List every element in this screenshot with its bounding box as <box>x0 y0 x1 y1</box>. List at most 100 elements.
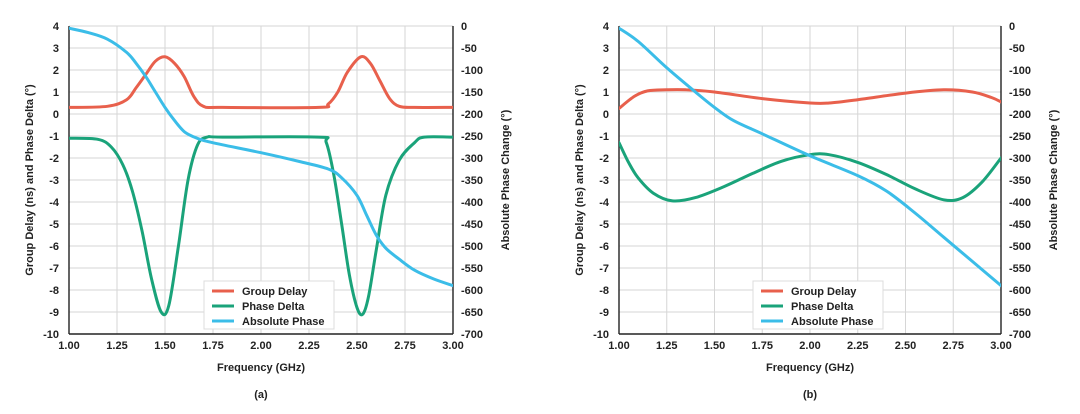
legend-label-phase-delta: Phase Delta <box>791 301 854 313</box>
legend-label-group-delay: Group Delay <box>242 286 308 298</box>
y-right-tick-label: -600 <box>1009 285 1031 297</box>
y-left-tick-label: -7 <box>599 263 609 275</box>
y-right-tick-label: -450 <box>461 219 483 231</box>
series-line-phase-delta <box>69 135 453 317</box>
y-right-tick-label: -400 <box>1009 197 1031 209</box>
legend: Group Delay Phase Delta Absolute Phase <box>203 280 335 330</box>
y-right-tick-label: -200 <box>461 109 483 121</box>
y-right-tick-label: 0 <box>1009 21 1015 33</box>
x-tick-label: 1.00 <box>608 340 629 352</box>
y-right-tick-label: -350 <box>461 175 483 187</box>
y-left-tick-label: -1 <box>49 131 59 143</box>
y-right-tick-label: -700 <box>461 329 483 341</box>
legend: Group Delay Phase Delta Absolute Phase <box>752 280 884 330</box>
y-left-tick-label: -2 <box>599 153 609 165</box>
y-left-tick-label: 0 <box>53 109 59 121</box>
y-left-tick-label: -9 <box>49 307 59 319</box>
x-tick-label: 1.25 <box>656 340 677 352</box>
x-tick-label: 3.00 <box>990 340 1011 352</box>
y-left-tick-label: -6 <box>599 241 609 253</box>
series-group <box>69 26 453 317</box>
x-tick-label: 2.25 <box>298 340 319 352</box>
x-axis-title: Frequency (GHz) <box>766 362 854 374</box>
x-tick-label: 3.00 <box>442 340 463 352</box>
y-left-tick-label: -2 <box>49 153 59 165</box>
y-left-tick-label: 2 <box>53 65 59 77</box>
series-line-group-delay <box>619 88 1001 110</box>
y-left-tick-label: -4 <box>599 197 610 209</box>
y-right-tick-label: -150 <box>461 87 483 99</box>
y-right-tick-label: -100 <box>1009 65 1031 77</box>
y-left-tick-label: 0 <box>603 109 609 121</box>
y-left-tick-label: -7 <box>49 263 59 275</box>
y-right-tick-label: -350 <box>1009 175 1031 187</box>
y-left-tick-label: -10 <box>43 329 59 341</box>
x-tick-label: 1.50 <box>154 340 175 352</box>
chart-panel-b: 1.00 1.25 1.50 1.75 2.00 2.25 2.50 2.75 3.00 4 3 2 1… <box>574 21 1060 401</box>
x-tick-label: 2.00 <box>250 340 271 352</box>
y-right-tick-label: -200 <box>1009 109 1031 121</box>
y-right-axis-title: Absolute Phase Change (°) <box>500 109 512 250</box>
y-left-tick-label: -3 <box>599 175 609 187</box>
x-tick-label: 2.50 <box>895 340 916 352</box>
series-line-absolute-phase <box>619 26 1001 288</box>
x-tick-label: 2.75 <box>394 340 415 352</box>
legend-label-absolute-phase: Absolute Phase <box>791 316 874 328</box>
series-group <box>619 26 1001 288</box>
y-left-tick-label: -8 <box>49 285 59 297</box>
chart-panel-a: 1.00 1.25 1.50 1.75 2.00 2.25 2.50 2.75 3.00 4 3 2 1… <box>24 21 512 401</box>
x-tick-label: 1.50 <box>704 340 725 352</box>
y-right-tick-label: -650 <box>461 307 483 319</box>
legend-label-phase-delta: Phase Delta <box>242 301 305 313</box>
x-tick-label: 2.50 <box>346 340 367 352</box>
y-left-tick-label: -9 <box>599 307 609 319</box>
y-left-axis-title: Group Delay (ns) and Phase Delta (°) <box>574 84 586 276</box>
y-right-tick-label: -600 <box>461 285 483 297</box>
y-right-tick-label: -500 <box>461 241 483 253</box>
x-tick-label: 1.25 <box>106 340 127 352</box>
y-right-tick-label: -700 <box>1009 329 1031 341</box>
y-right-tick-label: -50 <box>1009 43 1025 55</box>
y-left-tick-label: -6 <box>49 241 59 253</box>
panel-label: (b) <box>803 389 817 401</box>
y-left-tick-label: 3 <box>53 43 59 55</box>
y-left-tick-label: 4 <box>603 21 610 33</box>
y-left-tick-label: -5 <box>599 219 609 231</box>
panel-label: (a) <box>254 389 268 401</box>
y-right-axis-title: Absolute Phase Change (°) <box>1048 109 1060 250</box>
y-left-tick-label: 4 <box>53 21 60 33</box>
y-right-tick-label: -400 <box>461 197 483 209</box>
y-right-tick-label: -550 <box>461 263 483 275</box>
x-tick-label: 1.75 <box>752 340 773 352</box>
y-left-tick-label: 1 <box>53 87 59 99</box>
y-right-tick-label: -100 <box>461 65 483 77</box>
y-left-axis-title: Group Delay (ns) and Phase Delta (°) <box>24 84 36 276</box>
y-left-tick-label: -4 <box>49 197 60 209</box>
y-right-tick-label: -550 <box>1009 263 1031 275</box>
y-left-tick-label: -1 <box>599 131 609 143</box>
x-axis-title: Frequency (GHz) <box>217 362 305 374</box>
x-tick-label: 1.00 <box>58 340 79 352</box>
y-right-tick-label: -650 <box>1009 307 1031 319</box>
y-left-tick-label: -3 <box>49 175 59 187</box>
y-left-tick-label: 3 <box>603 43 609 55</box>
legend-label-absolute-phase: Absolute Phase <box>242 316 325 328</box>
y-left-tick-label: 1 <box>603 87 609 99</box>
y-right-tick-label: -300 <box>1009 153 1031 165</box>
series-line-absolute-phase <box>69 26 453 288</box>
y-left-tick-label: -10 <box>593 329 609 341</box>
series-line-group-delay <box>69 55 453 110</box>
x-tick-label: 2.75 <box>943 340 964 352</box>
y-right-tick-label: -150 <box>1009 87 1031 99</box>
y-left-tick-label: -8 <box>599 285 609 297</box>
x-tick-label: 2.25 <box>847 340 868 352</box>
y-left-tick-label: 2 <box>603 65 609 77</box>
x-tick-label: 2.00 <box>799 340 820 352</box>
x-tick-label: 1.75 <box>202 340 223 352</box>
y-right-tick-label: 0 <box>461 21 467 33</box>
y-right-tick-label: -300 <box>461 153 483 165</box>
y-right-tick-label: -450 <box>1009 219 1031 231</box>
series-line-phase-delta <box>619 141 1001 203</box>
